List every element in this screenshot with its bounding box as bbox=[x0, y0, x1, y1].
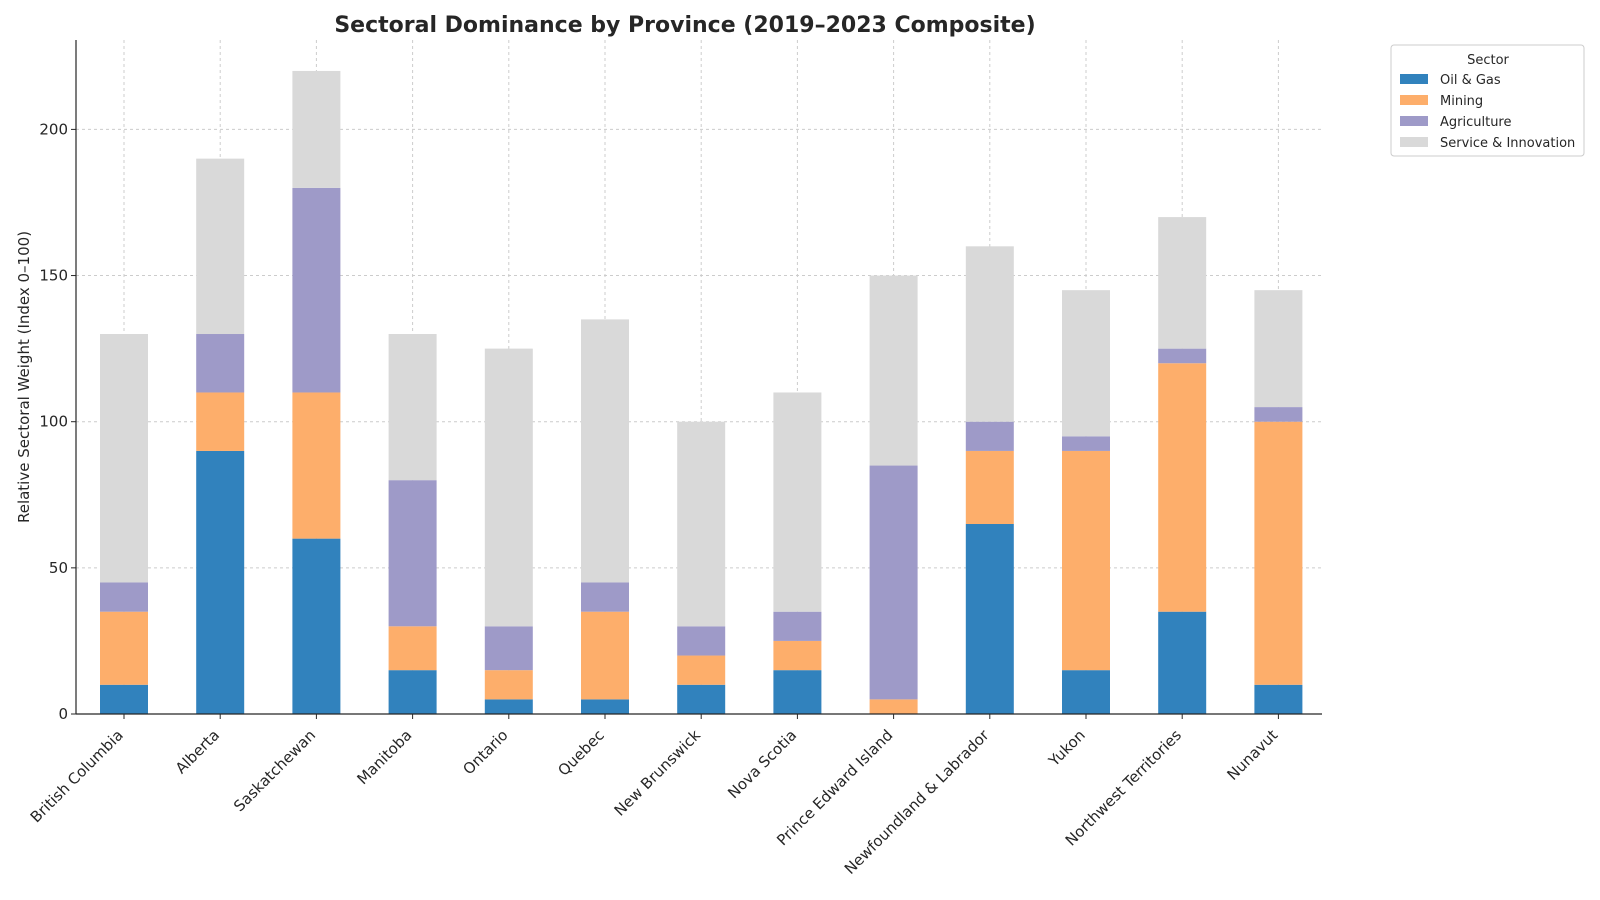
bar-0-3 bbox=[388, 670, 437, 714]
y-axis-label: Relative Sectoral Weight (Index 0–100) bbox=[15, 231, 33, 523]
bar-0-9 bbox=[965, 524, 1014, 714]
legend: Sector Oil & Gas Mining Agriculture Service… bbox=[1390, 44, 1585, 157]
bars bbox=[100, 70, 1303, 714]
legend-label-3: Service & Innovation bbox=[1440, 136, 1575, 151]
bar-3-7 bbox=[773, 392, 822, 612]
bar-2-4 bbox=[484, 626, 533, 671]
x-tick-label-3: Manitoba bbox=[353, 726, 415, 788]
bar-2-6 bbox=[677, 626, 726, 656]
bar-1-1 bbox=[196, 392, 245, 451]
bar-stack-6 bbox=[677, 421, 726, 714]
bar-2-5 bbox=[581, 582, 629, 612]
bar-3-11 bbox=[1158, 217, 1207, 349]
y-tick-label-0: 0 bbox=[58, 705, 68, 723]
bar-2-2 bbox=[292, 187, 341, 393]
legend-box bbox=[1390, 44, 1585, 157]
bar-2-12 bbox=[1254, 407, 1303, 422]
bar-1-8 bbox=[869, 699, 918, 714]
bar-0-1 bbox=[196, 450, 245, 714]
bar-stack-5 bbox=[581, 319, 629, 714]
legend-swatch-1 bbox=[1400, 95, 1428, 105]
bar-3-6 bbox=[677, 421, 726, 627]
bar-3-5 bbox=[581, 319, 629, 583]
bar-1-9 bbox=[965, 450, 1014, 525]
bar-3-9 bbox=[965, 246, 1014, 422]
bar-stack-7 bbox=[773, 392, 822, 714]
chart-title: Sectoral Dominance by Province (2019–202… bbox=[334, 13, 1035, 38]
legend-title: Sector bbox=[1467, 53, 1509, 68]
bar-stack-1 bbox=[196, 158, 245, 714]
bar-1-7 bbox=[773, 640, 822, 671]
bar-stack-10 bbox=[1062, 290, 1110, 714]
bar-0-0 bbox=[100, 684, 148, 714]
y-ticks: 0 50 100 150 200 bbox=[39, 120, 76, 723]
bar-2-3 bbox=[388, 480, 437, 627]
bar-stack-9 bbox=[965, 246, 1014, 714]
bar-stack-3 bbox=[388, 334, 437, 714]
bar-3-2 bbox=[292, 70, 341, 188]
x-tick-label-7: Nova Scotia bbox=[724, 726, 800, 802]
bar-0-7 bbox=[773, 670, 822, 714]
legend-label-0: Oil & Gas bbox=[1440, 73, 1501, 88]
bar-3-12 bbox=[1254, 290, 1303, 408]
x-tick-label-4: Ontario bbox=[459, 726, 511, 778]
x-tick-label-12: Nunavut bbox=[1223, 726, 1281, 784]
x-ticks: British Columbia Alberta Saskatchewan Manit… bbox=[27, 714, 1281, 878]
y-tick-label-100: 100 bbox=[39, 413, 68, 431]
bar-2-7 bbox=[773, 611, 822, 641]
bar-0-12 bbox=[1254, 684, 1303, 714]
bar-3-1 bbox=[196, 158, 245, 335]
bar-stack-11 bbox=[1158, 217, 1207, 714]
bar-1-4 bbox=[484, 670, 533, 700]
bar-2-11 bbox=[1158, 348, 1207, 364]
bar-stack-12 bbox=[1254, 290, 1303, 714]
bar-1-12 bbox=[1254, 421, 1303, 685]
bar-3-4 bbox=[484, 348, 533, 627]
bar-1-2 bbox=[292, 392, 341, 539]
bar-1-0 bbox=[100, 611, 148, 685]
legend-items: Oil & Gas Mining Agriculture Service & Inno… bbox=[1400, 73, 1575, 151]
bar-stack-0 bbox=[100, 334, 148, 714]
bar-0-6 bbox=[677, 684, 726, 714]
x-tick-label-6: New Brunswick bbox=[611, 726, 705, 820]
bar-3-8 bbox=[869, 275, 918, 466]
bar-1-10 bbox=[1062, 450, 1110, 671]
bar-0-4 bbox=[484, 699, 533, 714]
bar-1-11 bbox=[1158, 363, 1207, 612]
bar-stack-4 bbox=[484, 348, 533, 714]
y-tick-label-200: 200 bbox=[39, 120, 68, 138]
legend-swatch-2 bbox=[1400, 116, 1428, 126]
bar-2-9 bbox=[965, 421, 1014, 451]
bar-stack-2 bbox=[292, 70, 341, 714]
bar-0-2 bbox=[292, 538, 341, 714]
bar-3-3 bbox=[388, 334, 437, 481]
legend-swatch-0 bbox=[1400, 74, 1428, 84]
axes bbox=[75, 40, 1322, 715]
x-tick-label-10: Yukon bbox=[1044, 726, 1088, 770]
x-tick-label-2: Saskatchewan bbox=[230, 726, 319, 815]
legend-swatch-3 bbox=[1400, 137, 1428, 147]
x-tick-label-5: Quebec bbox=[554, 726, 607, 779]
bar-2-0 bbox=[100, 582, 148, 612]
legend-label-1: Mining bbox=[1440, 94, 1483, 109]
bar-1-3 bbox=[388, 626, 437, 671]
bar-1-5 bbox=[581, 611, 629, 700]
bar-0-10 bbox=[1062, 670, 1110, 714]
bar-3-10 bbox=[1062, 290, 1110, 437]
bar-0-11 bbox=[1158, 611, 1207, 714]
bar-3-0 bbox=[100, 334, 148, 583]
y-tick-label-50: 50 bbox=[49, 559, 68, 577]
x-tick-label-0: British Columbia bbox=[27, 726, 127, 826]
bar-2-8 bbox=[869, 465, 918, 700]
bar-stack-8 bbox=[869, 275, 918, 714]
bar-0-5 bbox=[581, 699, 629, 714]
bar-2-1 bbox=[196, 334, 245, 393]
x-tick-label-1: Alberta bbox=[172, 726, 223, 777]
bar-1-6 bbox=[677, 655, 726, 685]
y-tick-label-150: 150 bbox=[39, 267, 68, 285]
legend-label-2: Agriculture bbox=[1440, 115, 1512, 130]
bar-2-10 bbox=[1062, 436, 1110, 451]
